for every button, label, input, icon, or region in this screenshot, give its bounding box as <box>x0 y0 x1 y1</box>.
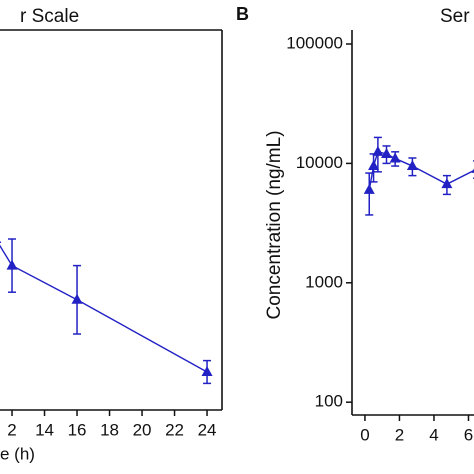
x-tick-label: 14 <box>35 420 54 439</box>
marker <box>406 160 418 171</box>
x-tick-label: 2 <box>395 425 404 444</box>
x-tick-label: 20 <box>133 420 152 439</box>
y-tick-label: 100000 <box>286 33 343 52</box>
panel-label: B <box>236 4 249 24</box>
x-tick-label: 24 <box>198 420 217 439</box>
x-tick-label: 18 <box>100 420 119 439</box>
y-axis-label: Concentration (ng/mL) <box>264 130 285 319</box>
chart-title: r Scale <box>20 6 79 27</box>
marker <box>389 152 401 163</box>
marker <box>372 145 384 156</box>
plot-area <box>0 238 213 385</box>
x-tick-label: 4 <box>429 425 438 444</box>
marker <box>441 178 453 189</box>
data-line <box>0 244 208 373</box>
marker <box>0 240 2 243</box>
x-tick-label: 2 <box>7 420 16 439</box>
marker <box>471 168 474 173</box>
y-tick-label: 10000 <box>296 153 343 172</box>
marker <box>363 183 375 194</box>
y-tick-label: 1000 <box>305 272 343 291</box>
marker <box>6 259 18 270</box>
error-bar <box>365 172 374 216</box>
chart-title: Ser <box>440 6 470 27</box>
x-tick-label: 0 <box>360 425 369 444</box>
x-tick-label: 6 <box>464 425 473 444</box>
marker <box>71 293 83 304</box>
marker <box>381 147 393 158</box>
marker <box>368 160 380 171</box>
x-tick-label: 22 <box>165 420 184 439</box>
x-tick-label: 16 <box>68 420 87 439</box>
marker <box>201 366 213 376</box>
y-tick-label: 100 <box>315 392 343 411</box>
x-axis-label: e (h) <box>0 444 35 463</box>
plot-area <box>363 136 474 216</box>
